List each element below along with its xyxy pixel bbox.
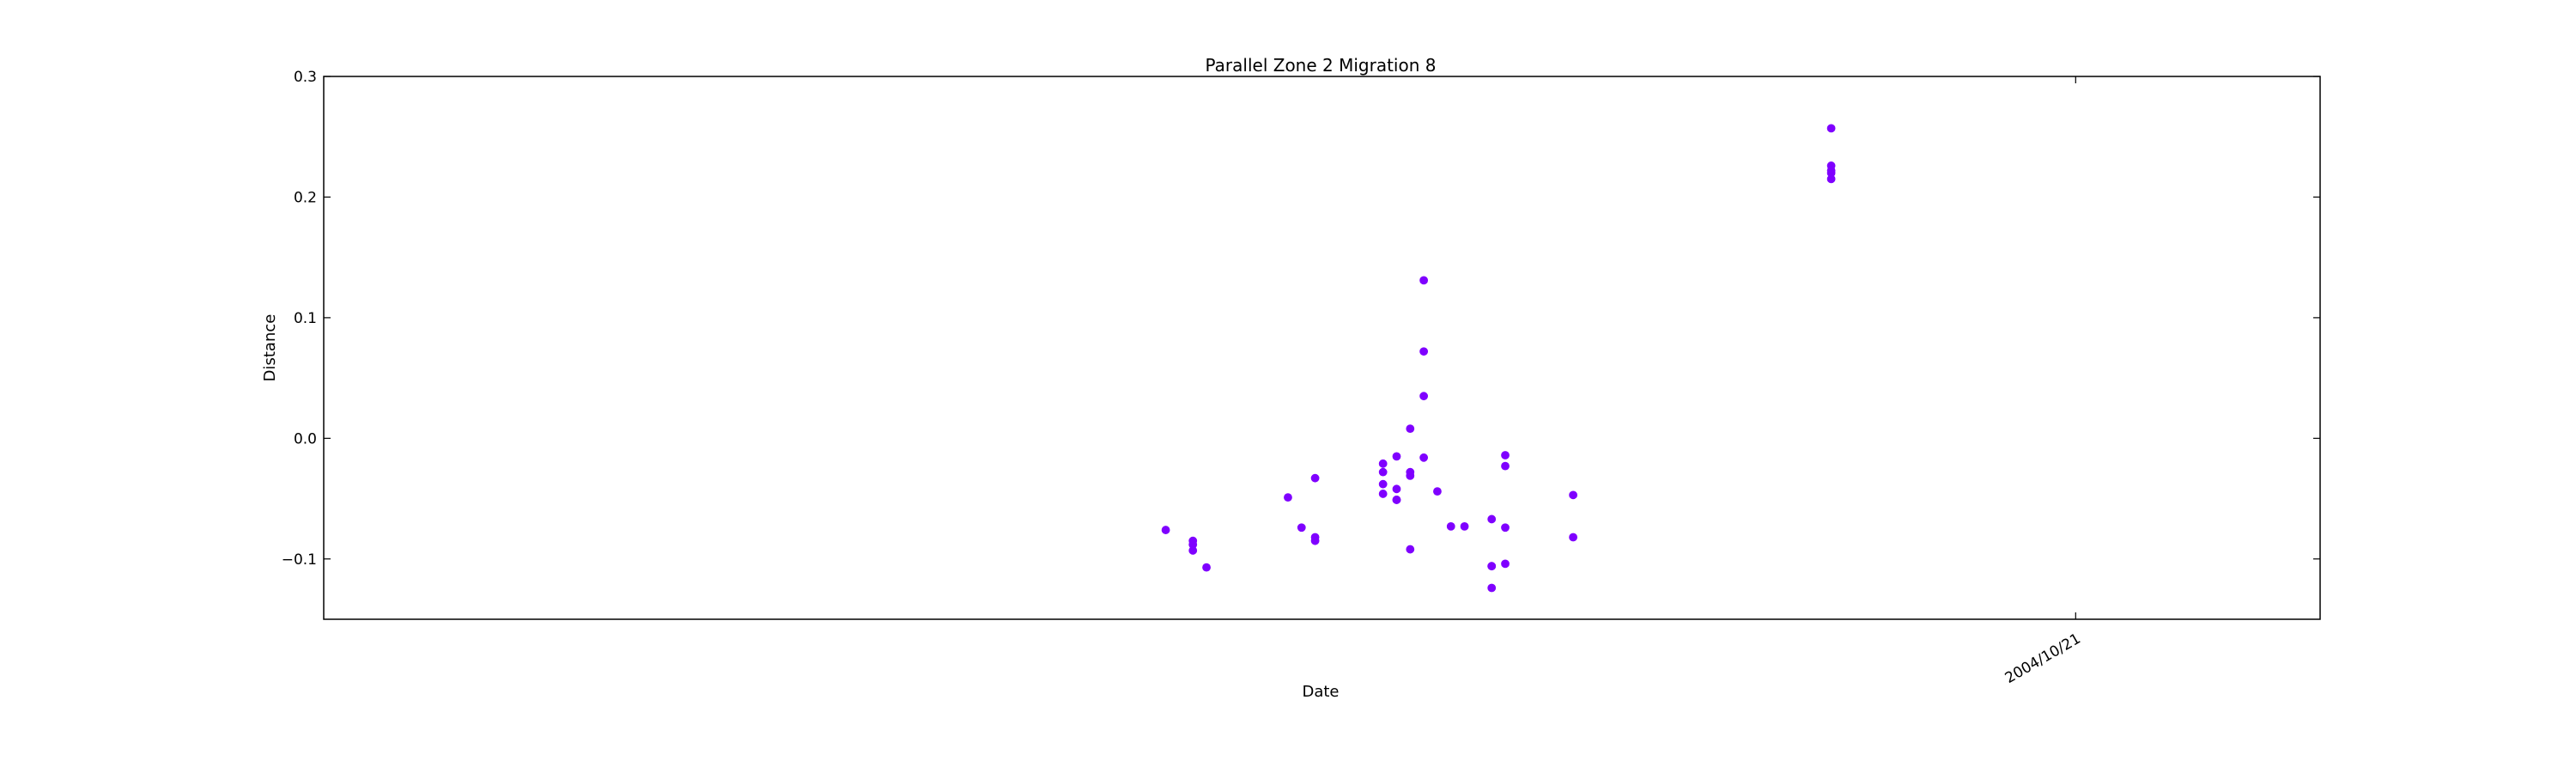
data-point — [1826, 124, 1836, 133]
plot-area — [323, 76, 2321, 620]
data-point — [1406, 424, 1415, 433]
data-point — [1406, 545, 1415, 554]
data-point — [1378, 467, 1388, 477]
data-points — [1161, 124, 1836, 593]
data-point — [1310, 536, 1320, 545]
data-point — [1310, 473, 1320, 483]
chart-title: Parallel Zone 2 Migration 8 — [1206, 55, 1437, 76]
data-point — [1446, 521, 1455, 531]
data-point — [1501, 451, 1510, 460]
data-point — [1487, 514, 1497, 524]
data-point — [1202, 563, 1211, 572]
data-point — [1406, 471, 1415, 480]
data-point — [1161, 526, 1170, 534]
data-point — [1569, 490, 1578, 500]
y-tick-label: 0.0 — [294, 430, 317, 447]
data-point — [1419, 392, 1429, 401]
data-point — [1460, 521, 1469, 531]
data-point — [1501, 523, 1510, 533]
y-axis-label: Distance — [261, 314, 279, 382]
data-point — [1392, 496, 1401, 504]
x-tick-label: 2004/10/21 — [2002, 630, 2084, 687]
data-point — [1501, 461, 1510, 471]
data-point — [1392, 484, 1401, 494]
x-axis-label: Date — [1302, 683, 1339, 701]
data-point — [1378, 479, 1388, 489]
data-point — [1419, 453, 1429, 462]
data-point — [1419, 347, 1429, 356]
data-point — [1569, 533, 1578, 542]
data-point — [1378, 490, 1388, 498]
data-point — [1188, 546, 1198, 555]
y-tick-label: 0.3 — [294, 69, 317, 86]
data-point — [1392, 452, 1401, 461]
axis-ticks: −0.1 0.0 0.1 0.2 0.3 2004/10/21 — [282, 69, 2320, 687]
data-point — [1433, 487, 1442, 496]
y-tick-label: −0.1 — [282, 551, 317, 569]
data-point — [1826, 166, 1836, 175]
data-point — [1419, 276, 1429, 285]
data-point — [1487, 562, 1497, 571]
data-point — [1297, 523, 1306, 533]
y-tick-label: 0.2 — [294, 189, 317, 206]
data-point — [1378, 459, 1388, 468]
data-point — [1284, 493, 1292, 502]
y-tick-label: 0.1 — [294, 310, 317, 327]
data-point — [1487, 583, 1497, 593]
data-point — [1501, 559, 1510, 569]
